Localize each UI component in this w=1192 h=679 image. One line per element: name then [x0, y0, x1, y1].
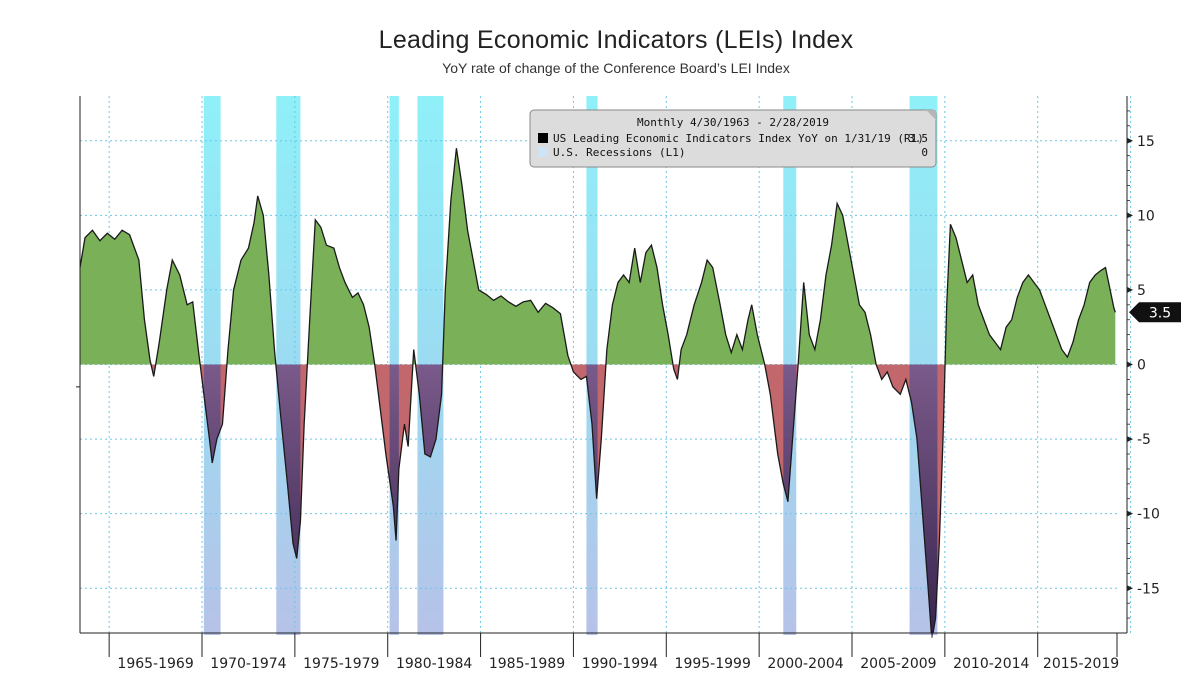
series-line-lei: [80, 148, 1116, 633]
x-tick-label-4: 1985-1989: [489, 656, 565, 672]
legend-value-lei: 3.5: [908, 132, 928, 145]
y-tick-label-6: -15: [1137, 581, 1160, 597]
y-tick-label-3: 0: [1137, 358, 1146, 374]
x-tick-label-5: 1990-1994: [582, 656, 658, 672]
x-tick-label-1: 1970-1974: [210, 656, 286, 672]
legend-corner-fold: [926, 110, 936, 120]
last-value-tag: 3.5: [1129, 302, 1181, 323]
x-tick-label-2: 1975-1979: [303, 656, 379, 672]
axes: 15 10 5 0 -5 -10 -15 1965-1969 1970-1974 1975-197…: [76, 96, 1160, 672]
legend-header: Monthly 4/30/1963 - 2/28/2019: [637, 116, 829, 129]
positive-area: [80, 148, 1116, 365]
legend-label-recessions: U.S. Recessions (L1): [553, 146, 685, 159]
y-tick-5: [1127, 510, 1133, 517]
x-tick-label-3: 1980-1984: [396, 656, 472, 672]
y-tick-6: [1127, 585, 1133, 592]
legend-background: [529, 109, 937, 168]
x-tick-label-8: 2005-2009: [860, 656, 936, 672]
y-tick-1: [1127, 212, 1133, 219]
legend-value-recessions: 0: [921, 146, 928, 159]
y-tick-0: [1127, 137, 1133, 144]
x-tick-label-6: 1995-1999: [675, 656, 751, 672]
last-value-tag-text: 3.5: [1149, 305, 1171, 321]
legend-box: Monthly 4/30/1963 - 2/28/2019 US Leading…: [529, 109, 937, 168]
area-fills: [80, 148, 1116, 638]
x-tick-label-0: 1965-1969: [117, 656, 193, 672]
y-tick-label-0: 15: [1137, 134, 1155, 150]
negative-area: [80, 364, 1116, 638]
last-value-tag-shape: [1129, 302, 1181, 323]
chart-subtitle: YoY rate of change of the Conference Boa…: [442, 60, 790, 76]
y-tick-label-5: -10: [1137, 507, 1160, 523]
x-tick-label-9: 2010-2014: [953, 656, 1029, 672]
legend-label-lei: US Leading Economic Indicators Index YoY…: [553, 132, 924, 145]
y-tick-4: [1127, 436, 1133, 443]
x-tick-label-7: 2000-2004: [767, 656, 843, 672]
series-line-layer: [80, 148, 1116, 633]
chart-title: Leading Economic Indicators (LEIs) Index: [378, 26, 854, 54]
y-tick-label-2: 5: [1137, 283, 1146, 299]
y-tick-3: [1127, 361, 1133, 368]
y-tick-label-1: 10: [1137, 208, 1155, 224]
legend-swatch-recessions: [538, 147, 548, 157]
x-tick-label-10: 2015-2019: [1043, 656, 1119, 672]
legend-swatch-lei: [538, 133, 548, 143]
y-tick-2: [1127, 286, 1133, 293]
y-tick-label-4: -5: [1137, 432, 1151, 448]
